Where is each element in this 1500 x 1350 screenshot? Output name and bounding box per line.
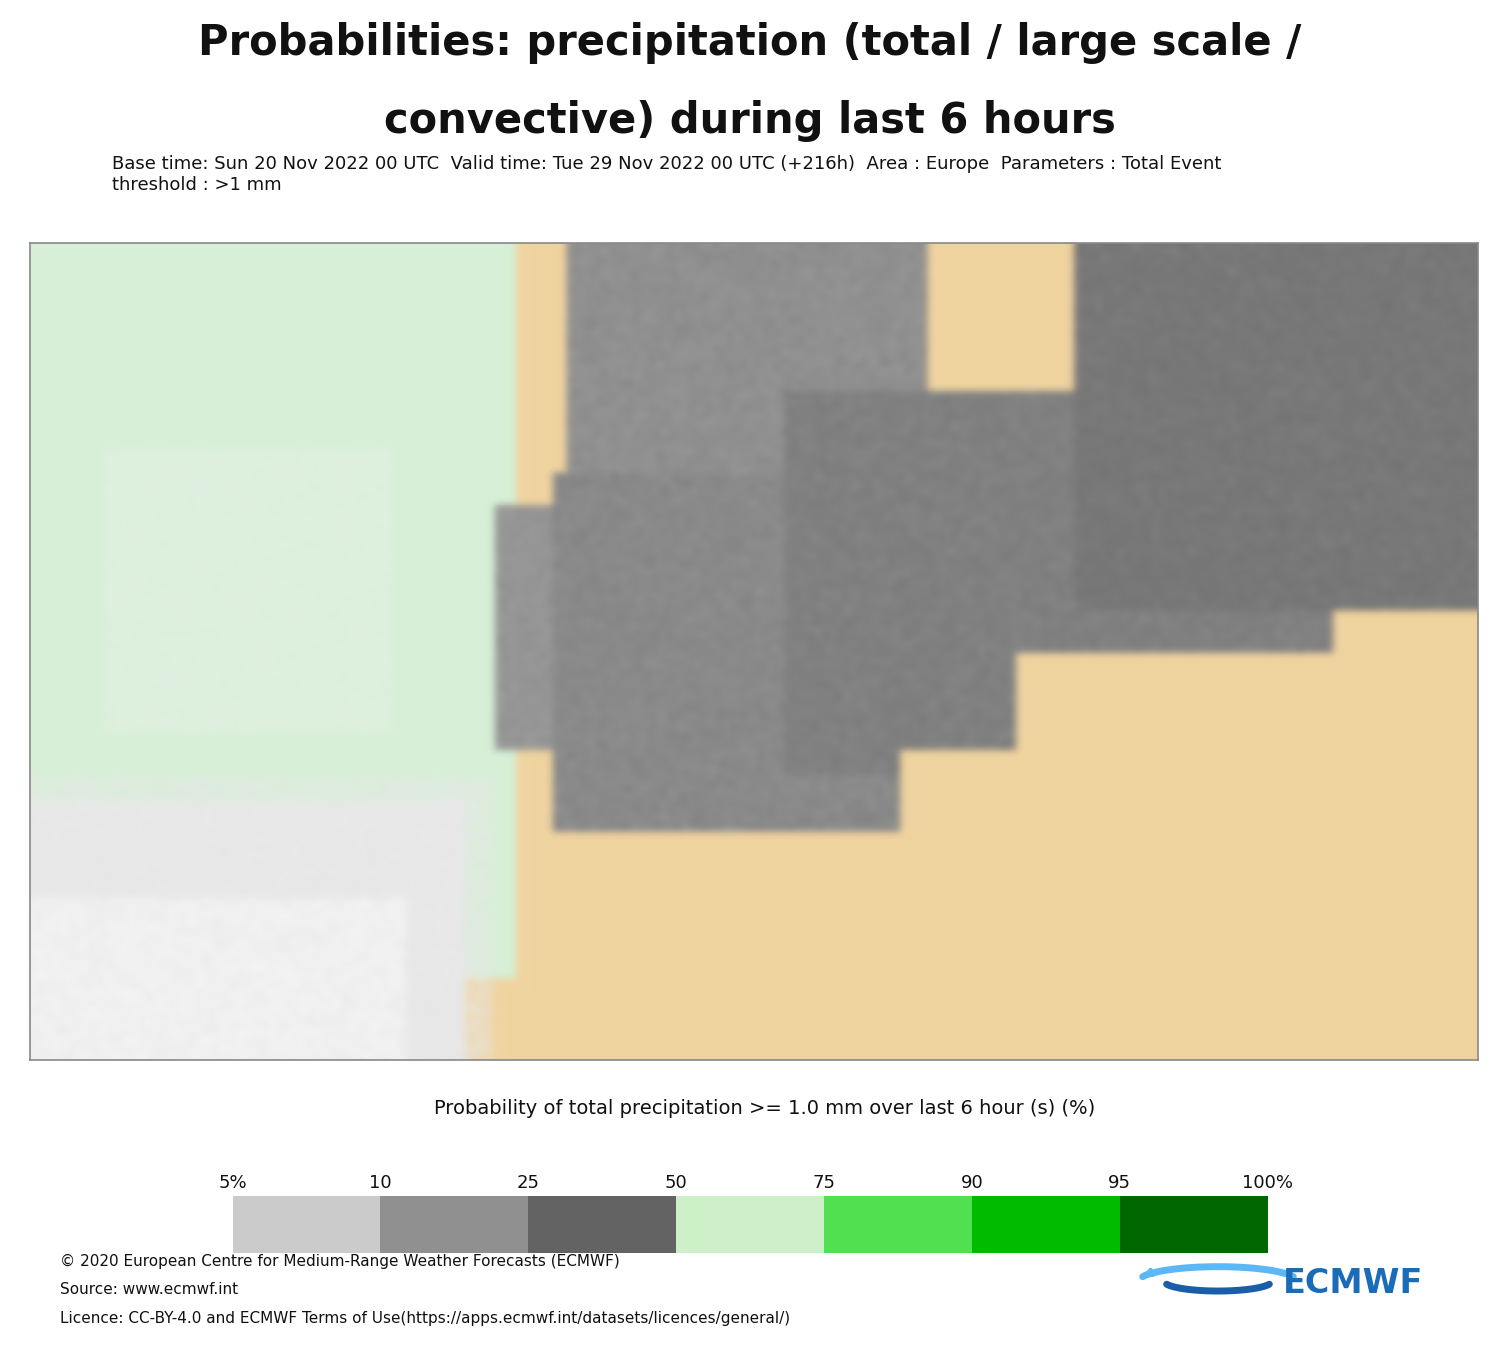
Text: 5%: 5% <box>217 1173 248 1192</box>
Text: 10: 10 <box>369 1173 392 1192</box>
Text: Source: www.ecmwf.int: Source: www.ecmwf.int <box>60 1282 238 1297</box>
Text: 100%: 100% <box>1242 1173 1293 1192</box>
Text: © 2020 European Centre for Medium-Range Weather Forecasts (ECMWF): © 2020 European Centre for Medium-Range … <box>60 1254 620 1269</box>
Text: 75: 75 <box>813 1173 836 1192</box>
Bar <box>676 1196 824 1253</box>
Text: Probability of total precipitation >= 1.0 mm over last 6 hour (s) (%): Probability of total precipitation >= 1.… <box>435 1099 1095 1118</box>
Text: Probabilities: precipitation (total / large scale /: Probabilities: precipitation (total / la… <box>198 23 1302 65</box>
Bar <box>1119 1196 1268 1253</box>
Text: 95: 95 <box>1108 1173 1131 1192</box>
Text: convective) during last 6 hours: convective) during last 6 hours <box>384 100 1116 142</box>
Text: Base time: Sun 20 Nov 2022 00 UTC  Valid time: Tue 29 Nov 2022 00 UTC (+216h)  A: Base time: Sun 20 Nov 2022 00 UTC Valid … <box>112 155 1222 194</box>
Bar <box>528 1196 676 1253</box>
Text: 25: 25 <box>516 1173 540 1192</box>
Bar <box>824 1196 972 1253</box>
Text: 50: 50 <box>664 1173 687 1192</box>
Bar <box>381 1196 528 1253</box>
Bar <box>232 1196 381 1253</box>
Bar <box>972 1196 1119 1253</box>
Text: Licence: CC-BY-4.0 and ECMWF Terms of Use(https://apps.ecmwf.int/datasets/licenc: Licence: CC-BY-4.0 and ECMWF Terms of Us… <box>60 1311 791 1326</box>
Text: ECMWF: ECMWF <box>1282 1266 1424 1300</box>
Text: 90: 90 <box>960 1173 982 1192</box>
